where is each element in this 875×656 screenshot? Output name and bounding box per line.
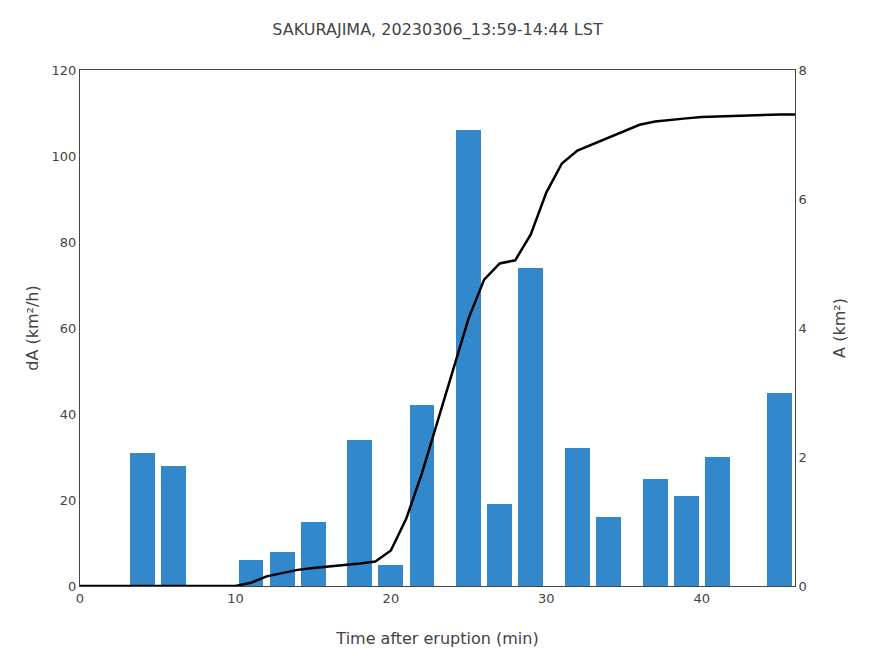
svg-text:0: 0 xyxy=(76,591,84,606)
svg-text:120: 120 xyxy=(52,63,77,78)
svg-text:40: 40 xyxy=(693,591,710,606)
svg-text:6: 6 xyxy=(799,192,807,207)
svg-text:0: 0 xyxy=(799,579,807,594)
svg-text:0: 0 xyxy=(68,579,76,594)
svg-text:20: 20 xyxy=(60,493,77,508)
svg-text:SAKURAJIMA, 20230306_13:59-14:: SAKURAJIMA, 20230306_13:59-14:44 LST xyxy=(272,20,603,40)
svg-text:30: 30 xyxy=(538,591,555,606)
svg-text:8: 8 xyxy=(799,63,807,78)
svg-text:Time after eruption (min): Time after eruption (min) xyxy=(335,629,538,648)
svg-text:A (km²): A (km²) xyxy=(830,298,849,358)
svg-text:40: 40 xyxy=(60,407,77,422)
svg-text:100: 100 xyxy=(52,149,77,164)
svg-text:4: 4 xyxy=(799,321,807,336)
svg-text:10: 10 xyxy=(227,591,244,606)
svg-text:80: 80 xyxy=(60,235,77,250)
svg-text:2: 2 xyxy=(799,450,807,465)
svg-text:60: 60 xyxy=(60,321,77,336)
svg-text:20: 20 xyxy=(383,591,400,606)
svg-text:dA (km²/h): dA (km²/h) xyxy=(23,285,42,370)
